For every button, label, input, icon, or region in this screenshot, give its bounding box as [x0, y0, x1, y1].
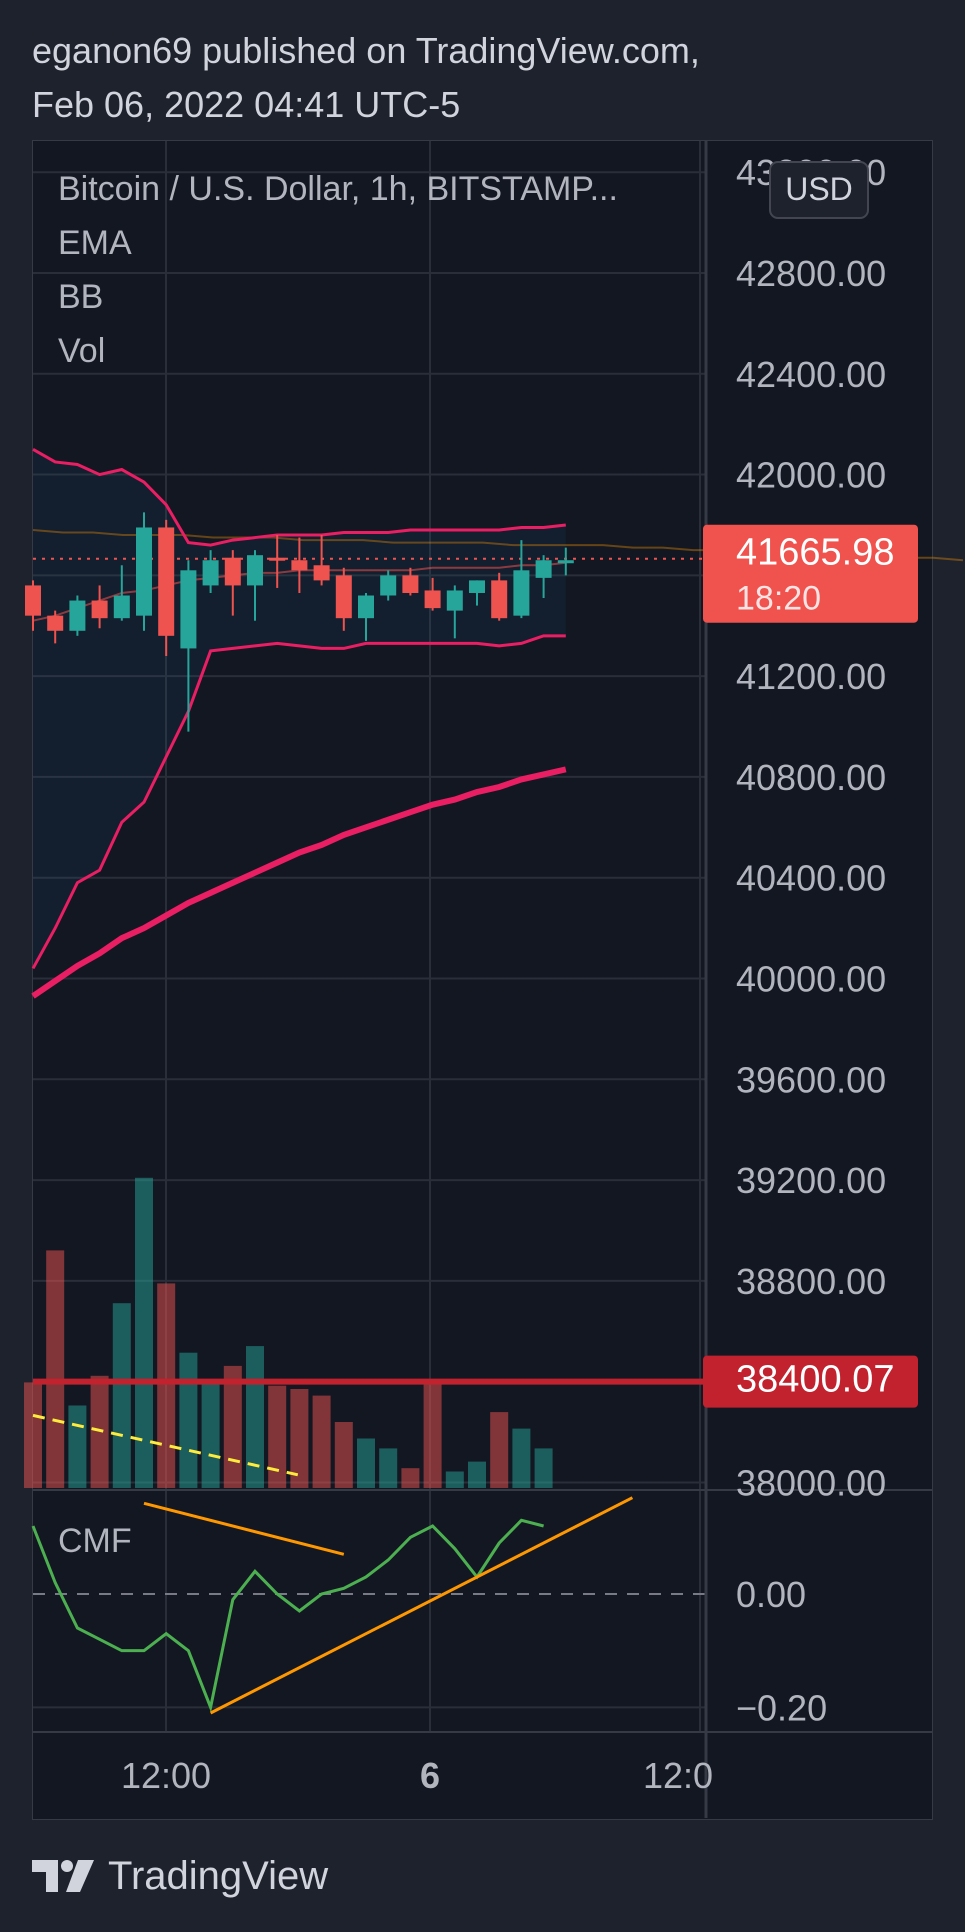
- candle-body: [291, 560, 308, 571]
- bollinger-band-fill: [33, 449, 566, 969]
- legend-bb: BB: [58, 278, 103, 316]
- volume-bar: [334, 1422, 353, 1488]
- price-tick-label: 42800.00: [736, 253, 886, 294]
- indicator-lines: [31, 448, 964, 1385]
- volume-bar: [223, 1365, 242, 1488]
- volume-bar: [24, 1382, 42, 1488]
- volume-bar: [68, 1405, 87, 1488]
- time-tick-label: 12:00: [121, 1755, 211, 1796]
- level-price-badge-bg: [703, 1355, 918, 1408]
- publisher-info: eganon69 published on TradingView.com, F…: [32, 24, 700, 132]
- volume-bar: [401, 1468, 420, 1488]
- volume-bars: [24, 1177, 553, 1488]
- volume-bar: [468, 1461, 486, 1488]
- currency-label: USD: [785, 171, 853, 207]
- bollinger-lower-line: [31, 634, 566, 970]
- volume-bar: [135, 1177, 153, 1488]
- candlesticks: [25, 512, 574, 732]
- candle-body: [380, 575, 397, 596]
- price-tick-label: 39600.00: [736, 1059, 886, 1100]
- volume-bar: [46, 1250, 65, 1488]
- time-tick-label: 12:0: [643, 1755, 713, 1796]
- chart-frame[interactable]: [32, 140, 933, 1820]
- candle-body: [491, 580, 508, 619]
- price-tick-label: 42400.00: [736, 354, 886, 395]
- volume-divergence-line: [32, 1413, 299, 1477]
- candle-body: [402, 575, 419, 593]
- legend-vol: Vol: [58, 332, 105, 370]
- candle-body: [180, 570, 197, 649]
- publisher-line-1: eganon69 published on TradingView.com,: [32, 30, 700, 71]
- bollinger-upper-line: [32, 448, 566, 547]
- price-tick-label: 41200.00: [736, 656, 886, 697]
- candle-body: [224, 557, 241, 586]
- cmf-trendline-down: [143, 1501, 345, 1556]
- price-tick-label: 40800.00: [736, 757, 886, 798]
- volume-bar: [157, 1283, 176, 1488]
- candle-body: [557, 560, 574, 564]
- publisher-line-2: Feb 06, 2022 04:41 UTC-5: [32, 84, 461, 125]
- volume-bar: [512, 1428, 531, 1488]
- cmf-trendline-up: [209, 1496, 634, 1715]
- volume-bar: [90, 1375, 109, 1488]
- cmf-line: [31, 1518, 544, 1713]
- candle-body: [313, 565, 330, 581]
- volume-bar: [534, 1448, 553, 1488]
- candle-body: [335, 575, 352, 619]
- legend-symbol: Bitcoin / U.S. Dollar, 1h, BITSTAMP...: [58, 170, 618, 208]
- volume-bar: [268, 1385, 287, 1488]
- volume-bar: [423, 1379, 442, 1488]
- candle-body: [91, 600, 108, 619]
- candle-body: [158, 527, 175, 636]
- candle-body: [513, 570, 530, 616]
- candle-body: [358, 595, 374, 619]
- candle-body: [269, 557, 286, 561]
- candle-body: [47, 615, 64, 631]
- price-tick-label: 38000.00: [736, 1462, 886, 1503]
- last-price-badge-bg: [703, 524, 918, 623]
- currency-button[interactable]: USD: [769, 161, 869, 219]
- axes: 38000.0038400.0038800.0039200.0039600.00…: [33, 141, 932, 1818]
- cmf-pane: [31, 1496, 705, 1715]
- price-tick-label: 40400.00: [736, 858, 886, 899]
- cmf-tick-label: −0.20: [736, 1687, 827, 1728]
- time-tick-label: 6: [420, 1755, 440, 1796]
- grid-lines: [33, 141, 705, 1732]
- price-tick-label: 39200.00: [736, 1160, 886, 1201]
- candle-body: [446, 590, 463, 611]
- candle-body: [202, 560, 219, 586]
- candle-body: [136, 527, 152, 616]
- tradingview-logo-icon: [32, 1860, 94, 1892]
- candle-body: [69, 600, 86, 631]
- volume-bar: [357, 1438, 375, 1488]
- price-tick-label: 40000.00: [736, 959, 886, 1000]
- volume-bar: [201, 1379, 220, 1488]
- ema-slow-line: [31, 766, 567, 999]
- volume-bar: [112, 1303, 131, 1488]
- volume-bar: [490, 1412, 509, 1488]
- candle-body: [25, 585, 41, 616]
- last-price-badge-countdown: 18:20: [736, 580, 821, 618]
- last-price-badge-value: 41665.98: [736, 532, 895, 574]
- price-tick-label: 42000.00: [736, 455, 886, 496]
- volume-bar: [290, 1389, 309, 1488]
- tradingview-logo[interactable]: TradingView: [32, 1848, 328, 1904]
- candle-body: [247, 555, 263, 586]
- bollinger-band-area: [33, 449, 566, 969]
- volume-bar: [379, 1448, 398, 1488]
- legend-ema: EMA: [58, 224, 132, 262]
- brand-name: TradingView: [108, 1853, 329, 1898]
- candle-body: [469, 580, 485, 593]
- candle-body: [535, 560, 552, 578]
- legend-cmf: CMF: [58, 1522, 132, 1560]
- level-price-badge-value: 38400.07: [736, 1359, 895, 1401]
- candle-body: [424, 590, 441, 609]
- price-tick-label: 38800.00: [736, 1261, 886, 1302]
- volume-bar: [179, 1352, 198, 1488]
- volume-bar: [312, 1395, 331, 1488]
- candle-body: [113, 595, 130, 619]
- volume-bar: [445, 1471, 464, 1488]
- cmf-tick-label: 0.00: [736, 1574, 806, 1615]
